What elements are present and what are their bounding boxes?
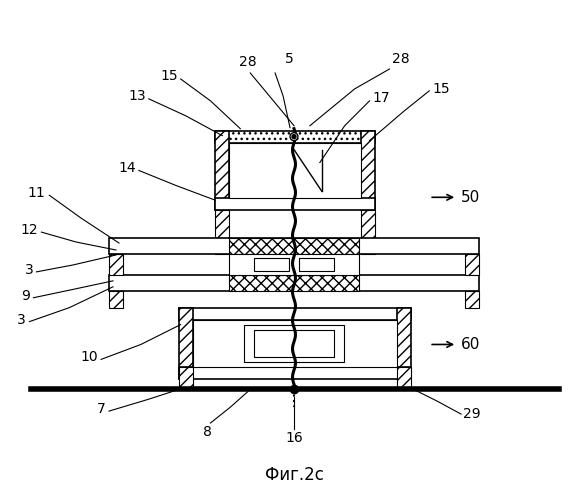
Bar bbox=[179, 308, 192, 380]
Text: 28: 28 bbox=[239, 55, 257, 69]
Text: 40: 40 bbox=[461, 276, 480, 290]
Text: 16: 16 bbox=[285, 431, 303, 445]
Text: 3: 3 bbox=[25, 263, 34, 277]
Bar bbox=[229, 275, 359, 291]
Bar bbox=[109, 238, 479, 254]
Circle shape bbox=[292, 134, 296, 138]
Bar bbox=[192, 320, 397, 368]
Text: 15: 15 bbox=[432, 82, 450, 96]
Bar bbox=[109, 275, 479, 291]
Bar bbox=[465, 291, 479, 308]
Bar bbox=[179, 368, 192, 389]
Text: 50: 50 bbox=[461, 190, 480, 205]
Bar bbox=[360, 130, 375, 210]
Bar bbox=[397, 308, 412, 380]
Bar bbox=[109, 291, 123, 308]
Bar bbox=[215, 130, 229, 210]
Text: Фиг.2с: Фиг.2с bbox=[265, 466, 323, 483]
Bar bbox=[179, 368, 412, 380]
Text: 60: 60 bbox=[461, 337, 480, 352]
Bar bbox=[465, 254, 479, 275]
Bar bbox=[244, 324, 344, 362]
Text: 15: 15 bbox=[160, 69, 178, 83]
Bar bbox=[360, 210, 375, 254]
Bar bbox=[397, 368, 412, 389]
Bar bbox=[179, 308, 412, 320]
Text: 10: 10 bbox=[81, 350, 98, 364]
Text: 17: 17 bbox=[373, 91, 390, 105]
Circle shape bbox=[290, 132, 298, 140]
Text: 8: 8 bbox=[203, 425, 212, 439]
Bar bbox=[229, 254, 359, 275]
Bar bbox=[229, 142, 360, 199]
Bar bbox=[299, 258, 334, 271]
Text: 9: 9 bbox=[22, 288, 31, 302]
Bar bbox=[109, 254, 123, 275]
Bar bbox=[215, 210, 229, 254]
Text: 3: 3 bbox=[16, 312, 25, 326]
Bar bbox=[215, 198, 375, 210]
Text: 29: 29 bbox=[463, 407, 480, 421]
Bar bbox=[215, 130, 375, 142]
Text: 13: 13 bbox=[128, 89, 146, 103]
Text: 7: 7 bbox=[97, 402, 106, 416]
Bar bbox=[254, 330, 334, 357]
Text: 5: 5 bbox=[285, 52, 294, 66]
Text: 14: 14 bbox=[118, 162, 136, 175]
Text: 30: 30 bbox=[461, 238, 480, 254]
Text: 12: 12 bbox=[21, 223, 38, 237]
Bar bbox=[254, 258, 289, 271]
Text: 11: 11 bbox=[28, 186, 45, 200]
Bar bbox=[229, 238, 359, 254]
Text: 28: 28 bbox=[392, 52, 410, 66]
